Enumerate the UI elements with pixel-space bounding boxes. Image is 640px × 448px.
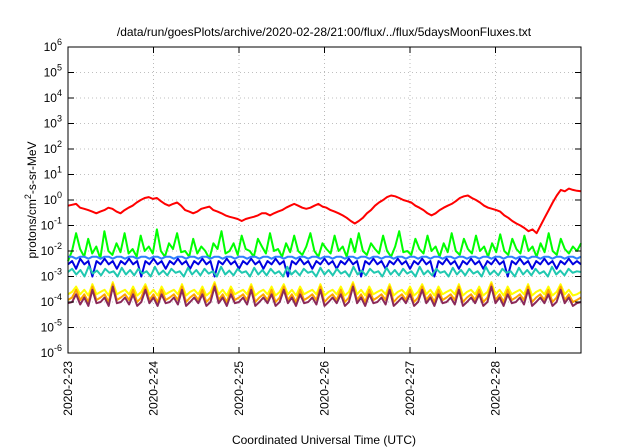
y-tick-label: 10-1 [41, 216, 62, 233]
y-tick-exponent: -2 [54, 241, 62, 251]
y-axis-label: protons/cm2-s-sr-MeV [23, 141, 39, 258]
y-axis-label-suffix: -s-sr-MeV [25, 141, 39, 194]
y-tick-label: 102 [44, 139, 62, 156]
x-tick-label: 2020-2-24 [147, 361, 161, 416]
grid-lines [68, 47, 581, 353]
y-tick-exponent: -3 [54, 267, 62, 277]
y-axis-label-prefix: protons/cm [25, 199, 39, 258]
y-tick-label: 10-4 [41, 292, 62, 309]
series-line-4 [67, 257, 582, 278]
data-series [67, 187, 582, 307]
y-tick-label: 105 [44, 63, 62, 80]
x-tick-label: 2020-2-26 [318, 361, 332, 416]
y-tick-label: 10-5 [41, 318, 62, 335]
y-tick-exponent: -5 [54, 318, 62, 328]
y-tick-base: 10 [41, 244, 55, 258]
y-tick-base: 10 [41, 346, 55, 360]
y-tick-base: 10 [44, 142, 58, 156]
y-tick-base: 10 [44, 117, 58, 131]
y-axis-label-sup: 2 [23, 194, 33, 199]
y-tick-label: 103 [44, 114, 62, 131]
chart-title: /data/run/goesPlots/archive/2020-02-28/2… [117, 25, 532, 39]
y-tick-exponent: -1 [54, 216, 62, 226]
y-tick-exponent: 1 [57, 165, 62, 175]
y-tick-exponent: -4 [54, 292, 62, 302]
x-axis-ticks: 2020-2-23 2020-2-24 2020-2-25 2020-2-26 2020… [61, 47, 503, 416]
y-tick-exponent: 3 [57, 114, 62, 124]
x-tick-label: 2020-2-25 [232, 361, 246, 416]
y-tick-exponent: 0 [57, 190, 62, 200]
y-tick-exponent: -6 [54, 343, 62, 353]
y-tick-label: 10-2 [41, 241, 62, 258]
y-tick-base: 10 [44, 91, 58, 105]
y-tick-exponent: 5 [57, 63, 62, 73]
y-tick-base: 10 [41, 219, 55, 233]
y-axis-ticks: 10-610-510-410-310-210-11001011021031041… [41, 37, 581, 360]
y-tick-base: 10 [41, 295, 55, 309]
series-line-5 [67, 265, 582, 278]
y-tick-label: 104 [44, 88, 62, 105]
y-tick-base: 10 [44, 193, 58, 207]
y-tick-label: 106 [44, 37, 62, 54]
x-tick-label: 2020-2-27 [403, 361, 417, 416]
y-tick-label: 100 [44, 190, 62, 207]
y-tick-base: 10 [41, 321, 55, 335]
y-tick-exponent: 2 [57, 139, 62, 149]
y-tick-base: 10 [41, 270, 55, 284]
series-line-1 [67, 187, 582, 235]
y-tick-exponent: 4 [57, 88, 62, 98]
y-tick-label: 10-3 [41, 267, 62, 284]
series-line-6 [67, 281, 582, 297]
series-line-3 [68, 255, 582, 260]
y-tick-base: 10 [44, 40, 58, 54]
y-tick-label: 10-6 [41, 343, 62, 360]
series-line-2 [67, 228, 582, 262]
x-axis-label: Coordinated Universal Time (UTC) [232, 433, 416, 447]
x-tick-label: 2020-2-23 [61, 361, 75, 416]
y-tick-exponent: 6 [57, 37, 62, 47]
x-tick-label: 2020-2-28 [489, 361, 503, 416]
series-line-8 [67, 285, 582, 307]
y-tick-base: 10 [44, 168, 58, 182]
y-tick-label: 101 [44, 165, 62, 182]
y-tick-base: 10 [44, 66, 58, 80]
